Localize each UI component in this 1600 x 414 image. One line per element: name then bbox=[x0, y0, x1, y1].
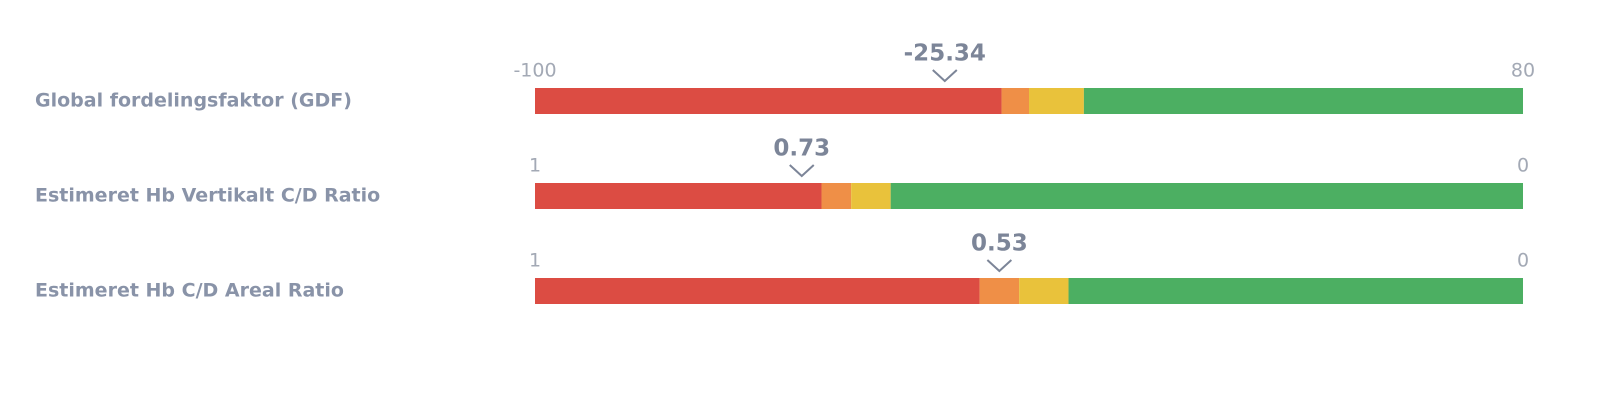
tick-label: 0 bbox=[1517, 250, 1529, 272]
value-marker bbox=[932, 69, 958, 83]
row-label: Estimeret Hb Vertikalt C/D Ratio bbox=[35, 185, 380, 207]
band bbox=[1029, 88, 1084, 114]
band bbox=[1019, 278, 1069, 304]
band bbox=[535, 183, 822, 209]
tick-label: 0 bbox=[1517, 155, 1529, 177]
band bbox=[535, 278, 980, 304]
tick-label: 1 bbox=[529, 250, 541, 272]
value-marker bbox=[789, 164, 815, 178]
row-label: Estimeret Hb C/D Areal Ratio bbox=[35, 280, 344, 302]
value-marker bbox=[986, 259, 1013, 273]
value-label: -25.34 bbox=[904, 41, 986, 67]
band bbox=[979, 278, 1020, 304]
band bbox=[535, 88, 1002, 114]
tick-label: 1 bbox=[529, 155, 541, 177]
value-label: 0.53 bbox=[971, 231, 1028, 257]
band bbox=[1001, 88, 1029, 114]
tick-label: 80 bbox=[1511, 60, 1535, 82]
band bbox=[851, 183, 891, 209]
value-label: 0.73 bbox=[773, 136, 830, 162]
tick-label: -100 bbox=[513, 60, 556, 82]
band bbox=[1083, 88, 1523, 114]
band bbox=[890, 183, 1523, 209]
row-label: Global fordelingsfaktor (GDF) bbox=[35, 90, 352, 112]
band bbox=[821, 183, 852, 209]
band bbox=[1068, 278, 1523, 304]
